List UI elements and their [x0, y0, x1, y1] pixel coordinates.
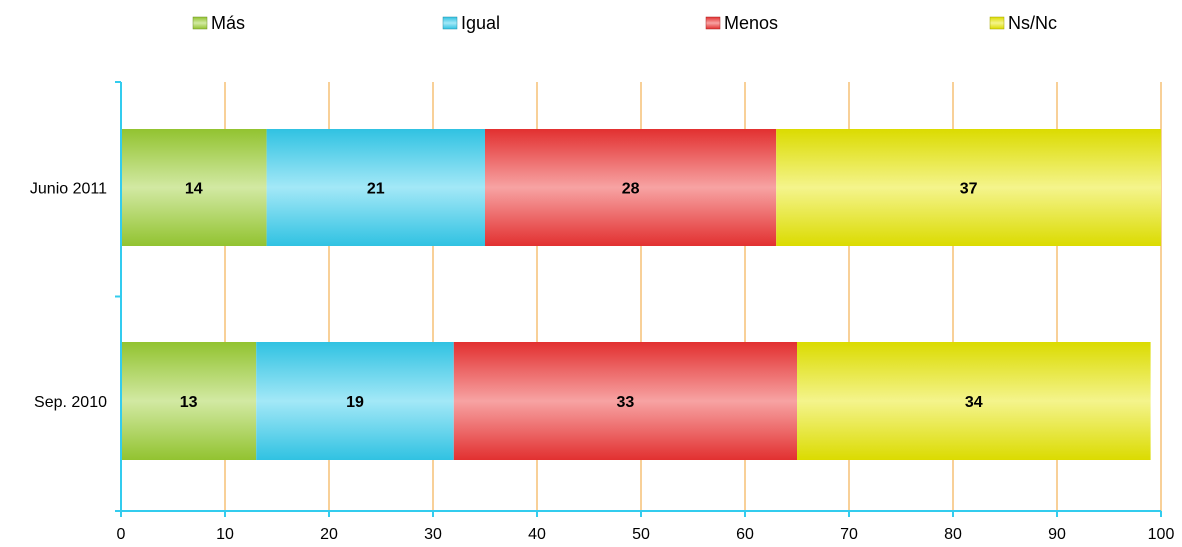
data-label: 37 — [960, 181, 978, 198]
x-tick-label: 70 — [840, 526, 858, 543]
axes — [115, 81, 1162, 517]
category-label: Junio 2011 — [30, 181, 107, 198]
legend-label: Más — [211, 13, 245, 33]
legend-label: Menos — [724, 13, 778, 33]
x-tick-label: 90 — [1048, 526, 1066, 543]
data-label: 33 — [617, 394, 635, 411]
bar-segment — [256, 342, 454, 460]
legend-swatch — [192, 16, 208, 30]
legend-swatch — [442, 16, 458, 30]
x-tick-labels: 0 10 20 30 40 50 60 70 80 90 100 — [117, 526, 1175, 543]
data-label: 21 — [367, 181, 385, 198]
legend-label: Igual — [461, 13, 500, 33]
x-tick-label: 20 — [320, 526, 338, 543]
legend-swatch — [705, 16, 721, 30]
legend-swatch — [989, 16, 1005, 30]
x-tick-label: 30 — [424, 526, 442, 543]
legend-label: Ns/Nc — [1008, 13, 1057, 33]
legend-item: Igual — [442, 13, 500, 33]
x-tick-label: 80 — [944, 526, 962, 543]
data-label: 19 — [346, 394, 364, 411]
x-tick-label: 100 — [1148, 526, 1175, 543]
x-tick-label: 60 — [736, 526, 754, 543]
x-tick-label: 0 — [117, 526, 126, 543]
category-labels: Junio 2011 Sep. 2010 — [30, 181, 107, 412]
bar-segment — [266, 129, 485, 246]
legend-item: Ns/Nc — [989, 13, 1057, 33]
x-tick-label: 10 — [216, 526, 234, 543]
bars: 14 21 28 37 13 19 33 34 — [121, 129, 1161, 460]
legend: Más Igual Menos Ns/Nc — [192, 13, 1057, 33]
data-label: 14 — [185, 181, 203, 198]
bar-segment — [121, 342, 257, 460]
bar-segment — [485, 129, 777, 246]
bar-segment — [797, 342, 1151, 460]
bar-segment — [453, 342, 797, 460]
data-label: 28 — [622, 181, 640, 198]
legend-item: Menos — [705, 13, 778, 33]
data-label: 34 — [965, 394, 983, 411]
bar-segment — [776, 129, 1161, 246]
category-label: Sep. 2010 — [34, 394, 107, 411]
bar-segment — [121, 129, 267, 246]
legend-item: Más — [192, 13, 245, 33]
x-tick-label: 50 — [632, 526, 650, 543]
x-tick-label: 40 — [528, 526, 546, 543]
data-label: 13 — [180, 394, 198, 411]
